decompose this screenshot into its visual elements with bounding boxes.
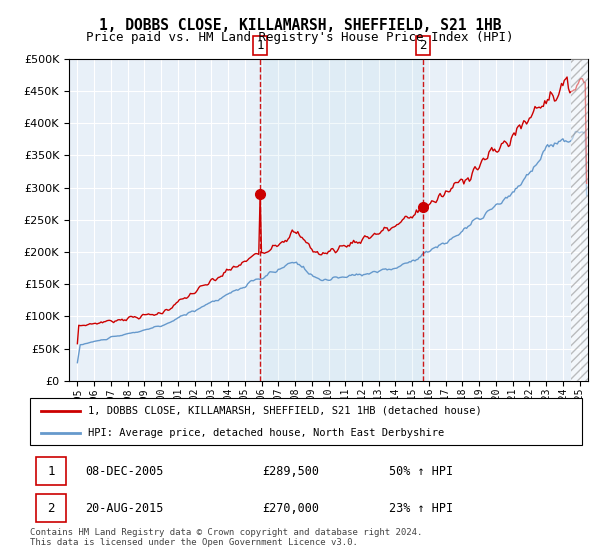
Text: 2: 2 [47, 502, 55, 515]
Text: 1: 1 [47, 465, 55, 478]
Text: Contains HM Land Registry data © Crown copyright and database right 2024.
This d: Contains HM Land Registry data © Crown c… [30, 528, 422, 547]
Bar [571, 59, 596, 381]
Text: 1, DOBBS CLOSE, KILLAMARSH, SHEFFIELD, S21 1HB: 1, DOBBS CLOSE, KILLAMARSH, SHEFFIELD, S… [99, 18, 501, 34]
Text: HPI: Average price, detached house, North East Derbyshire: HPI: Average price, detached house, Nort… [88, 428, 444, 438]
Text: 1, DOBBS CLOSE, KILLAMARSH, SHEFFIELD, S21 1HB (detached house): 1, DOBBS CLOSE, KILLAMARSH, SHEFFIELD, S… [88, 406, 482, 416]
Bar [260, 59, 423, 381]
Text: £270,000: £270,000 [262, 502, 319, 515]
FancyBboxPatch shape [30, 398, 582, 445]
Text: Price paid vs. HM Land Registry's House Price Index (HPI): Price paid vs. HM Land Registry's House … [86, 31, 514, 44]
Text: 50% ↑ HPI: 50% ↑ HPI [389, 465, 453, 478]
Text: 2: 2 [419, 39, 427, 52]
FancyBboxPatch shape [35, 457, 66, 485]
Text: 23% ↑ HPI: 23% ↑ HPI [389, 502, 453, 515]
Text: 20-AUG-2015: 20-AUG-2015 [85, 502, 164, 515]
FancyBboxPatch shape [35, 494, 66, 522]
Text: 1: 1 [256, 39, 264, 52]
Text: £289,500: £289,500 [262, 465, 319, 478]
Text: 08-DEC-2005: 08-DEC-2005 [85, 465, 164, 478]
